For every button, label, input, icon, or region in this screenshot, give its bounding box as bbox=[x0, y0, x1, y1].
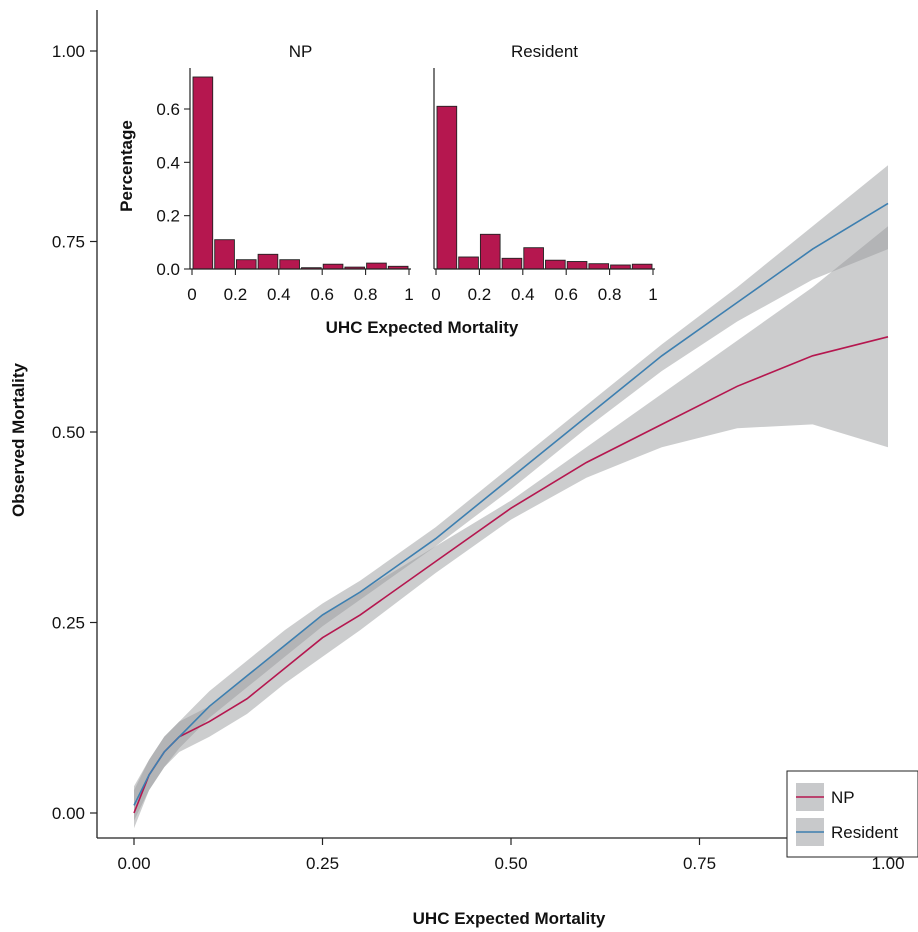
histogram-bar bbox=[436, 105, 458, 270]
x-tick-label: 0.25 bbox=[306, 854, 339, 873]
inset-x-tick-label: 0.6 bbox=[554, 285, 578, 304]
inset-x-tick-label: 1 bbox=[648, 285, 657, 304]
y-tick-label: 0.50 bbox=[52, 423, 85, 442]
x-tick-label: 0.50 bbox=[494, 854, 527, 873]
inset-x-axis-title: UHC Expected Mortality bbox=[326, 318, 519, 337]
histogram-bar bbox=[458, 256, 479, 270]
inset-x-tick-label: 0 bbox=[431, 285, 440, 304]
x-tick-label: 0.00 bbox=[117, 854, 150, 873]
y-axis-title: Observed Mortality bbox=[9, 362, 28, 517]
x-axis-title: UHC Expected Mortality bbox=[413, 909, 606, 928]
histogram-bar bbox=[257, 253, 279, 270]
inset-y-axis-title: Percentage bbox=[117, 120, 136, 212]
confidence-band-np bbox=[134, 226, 888, 829]
y-tick-label: 0.75 bbox=[52, 233, 85, 252]
histogram-bar bbox=[235, 259, 257, 270]
inset-x-tick-label: 0.8 bbox=[354, 285, 378, 304]
legend-label-resident: Resident bbox=[831, 823, 898, 842]
inset-x-tick-label: 0.2 bbox=[224, 285, 248, 304]
inset-title-np: NP bbox=[289, 42, 313, 61]
histogram-bar bbox=[479, 233, 501, 270]
histogram-bar bbox=[366, 262, 387, 270]
inset-x-tick-label: 0.6 bbox=[310, 285, 334, 304]
y-tick-label: 0.00 bbox=[52, 804, 85, 823]
x-tick-label: 1.00 bbox=[871, 854, 904, 873]
histogram-bar bbox=[192, 76, 214, 270]
y-tick-label: 1.00 bbox=[52, 42, 85, 61]
histogram-bar bbox=[279, 259, 300, 270]
histogram-bar bbox=[322, 263, 344, 270]
inset-x-tick-label: 0.4 bbox=[267, 285, 291, 304]
series-line-resident bbox=[133, 202, 889, 806]
histogram-bar bbox=[631, 263, 653, 270]
histogram-bar bbox=[588, 263, 610, 270]
inset-x-tick-label: 0.4 bbox=[511, 285, 535, 304]
histogram-bar bbox=[523, 247, 544, 270]
histogram-bar bbox=[566, 261, 588, 270]
inset-y-tick-label: 0.4 bbox=[156, 153, 180, 172]
inset-x-tick-label: 1 bbox=[404, 285, 413, 304]
histogram-bar bbox=[214, 239, 235, 270]
y-tick-label: 0.25 bbox=[52, 614, 85, 633]
inset-x-tick-label: 0.8 bbox=[598, 285, 622, 304]
inset-y-tick-label: 0.2 bbox=[156, 207, 180, 226]
legend-label-np: NP bbox=[831, 788, 855, 807]
inset-y-tick-label: 0.0 bbox=[156, 260, 180, 279]
inset-x-tick-label: 0 bbox=[187, 285, 196, 304]
x-tick-label: 0.75 bbox=[683, 854, 716, 873]
inset-y-tick-label: 0.6 bbox=[156, 100, 180, 119]
inset-x-tick-label: 0.2 bbox=[468, 285, 492, 304]
histogram-bar bbox=[501, 257, 523, 270]
histogram-bar bbox=[545, 259, 566, 270]
inset-title-resident: Resident bbox=[511, 42, 578, 61]
